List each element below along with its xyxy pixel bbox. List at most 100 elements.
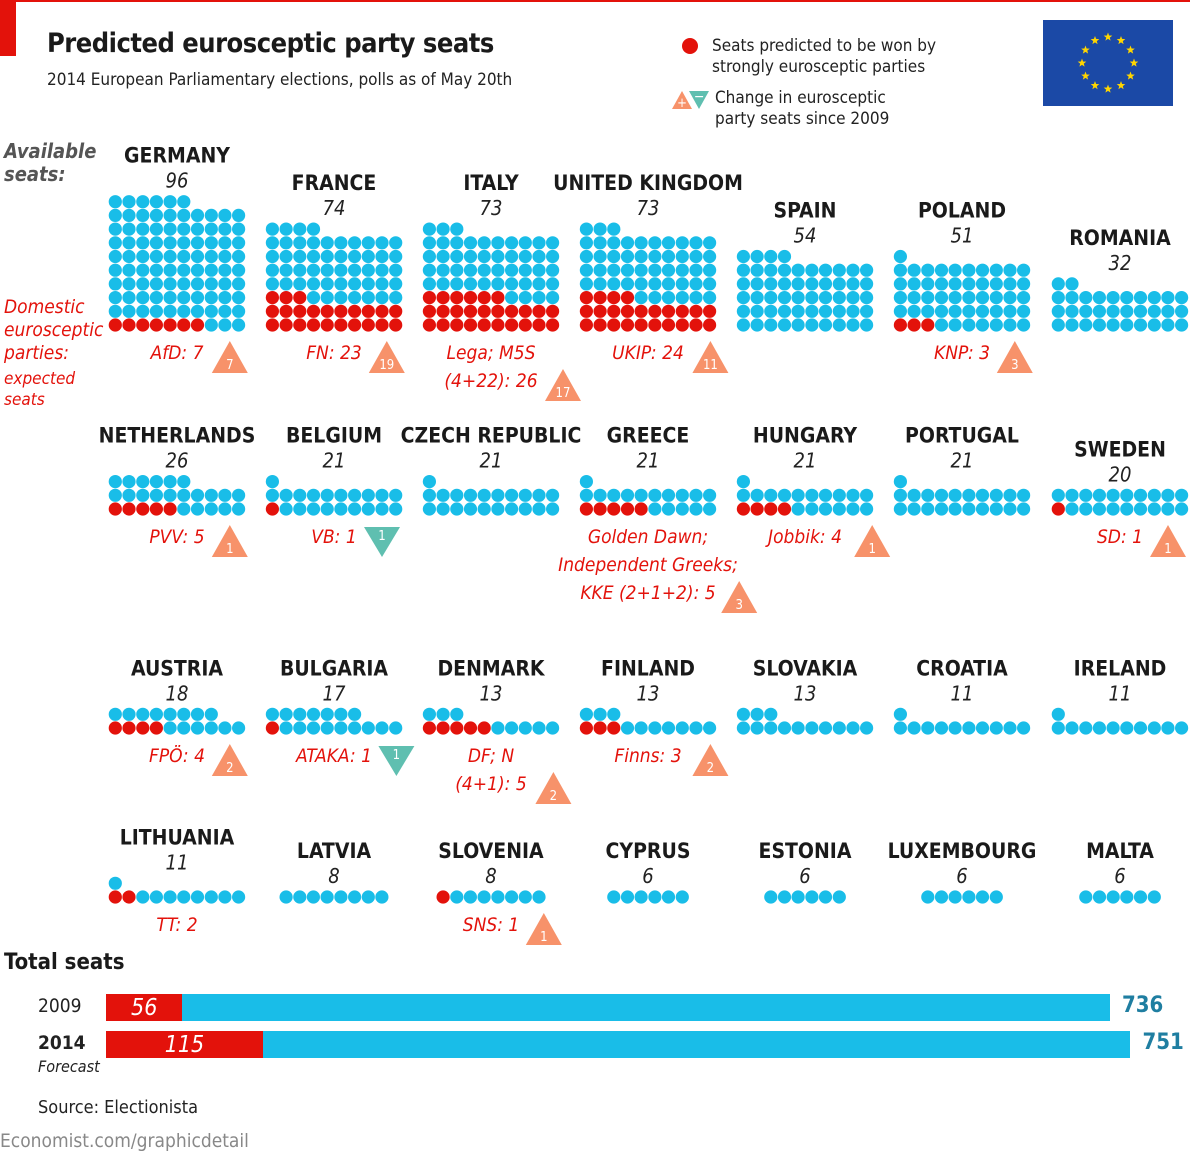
seat-dot: [579, 277, 594, 291]
seat-dot: [1092, 291, 1106, 305]
seat-dot: [893, 502, 908, 516]
seat-dot-eurosceptic: [436, 890, 450, 904]
seat-dot: [136, 222, 150, 236]
increase-triangle-icon: [692, 341, 729, 373]
seat-dot-eurosceptic: [265, 304, 279, 318]
seat-dot: [777, 291, 792, 305]
seat-dot: [634, 488, 648, 502]
seat-dot: [962, 890, 976, 904]
seat-dot-eurosceptic: [675, 304, 689, 318]
seat-dot-eurosceptic: [334, 318, 348, 332]
seat-dot: [177, 263, 191, 277]
seat-dot: [832, 304, 846, 318]
seat-dot: [375, 502, 389, 516]
seat-dot: [293, 249, 307, 264]
country-name: GREECE: [607, 424, 690, 448]
seat-dot: [190, 249, 205, 264]
seat-dot: [422, 502, 436, 516]
seat-dot: [218, 318, 232, 332]
seat-dot: [375, 721, 389, 735]
seat-dot: [1051, 304, 1065, 318]
eu-star: [1081, 71, 1090, 80]
seat-count: 21: [794, 449, 817, 473]
seat-dot: [1175, 721, 1189, 735]
seat-dot: [389, 488, 403, 502]
seat-dot: [1106, 502, 1120, 516]
seat-dot: [163, 291, 177, 305]
seat-dot-eurosceptic: [532, 304, 546, 318]
seat-dot: [893, 277, 908, 291]
seat-dot: [149, 208, 163, 222]
seat-dot: [791, 721, 805, 735]
change-value: 7: [226, 358, 233, 373]
seat-dot-eurosceptic: [477, 291, 491, 305]
seat-dot: [907, 488, 921, 502]
seat-dot: [907, 502, 921, 516]
seat-dot: [505, 236, 519, 250]
seat-dot-eurosceptic: [108, 721, 122, 735]
seat-dot: [177, 195, 191, 209]
expected-line2: seats: [4, 390, 45, 410]
seat-dot-eurosceptic: [265, 318, 279, 332]
seat-dot-eurosceptic: [689, 304, 703, 318]
seat-dot: [218, 277, 232, 291]
seat-dot: [791, 277, 805, 291]
seat-dot: [136, 208, 150, 222]
seat-dot: [764, 318, 778, 332]
increase-triangle-icon: [692, 744, 729, 776]
change-value: 19: [379, 358, 394, 373]
seat-dot: [232, 208, 246, 222]
change-value: 3: [735, 598, 742, 613]
seat-dot: [648, 277, 662, 291]
seat-dot: [422, 222, 436, 236]
seat-dot-eurosceptic: [579, 502, 594, 516]
seat-dot: [348, 488, 362, 502]
seat-dot: [791, 318, 805, 332]
country-name: FRANCE: [292, 171, 377, 195]
eu-star: [1077, 58, 1087, 67]
change-value: 3: [1011, 358, 1018, 373]
seat-dot: [1017, 263, 1031, 277]
seat-dot: [463, 502, 478, 516]
increase-triangle-icon: [545, 369, 581, 401]
seat-dot: [265, 263, 279, 277]
seat-dot-eurosceptic: [375, 304, 389, 318]
seat-dot-eurosceptic: [463, 304, 478, 318]
seat-dot: [962, 488, 976, 502]
seat-dot-eurosceptic: [436, 304, 450, 318]
seat-dot: [1079, 890, 1093, 904]
seat-dot: [689, 291, 703, 305]
seat-dot-eurosceptic: [348, 304, 362, 318]
legend-text-line1: Seats predicted to be won by: [712, 36, 937, 56]
seat-dot: [791, 488, 805, 502]
seat-dot: [293, 707, 307, 721]
seat-dot: [1092, 890, 1107, 904]
seat-dot: [948, 304, 962, 318]
seat-dot: [477, 488, 491, 502]
seat-dot: [375, 236, 389, 250]
seat-dot-eurosceptic: [907, 318, 921, 332]
seat-dot: [532, 249, 546, 264]
country-name: ROMANIA: [1069, 226, 1171, 250]
seat-dot: [1175, 502, 1189, 516]
seat-dot: [989, 721, 1003, 735]
seat-dot-eurosceptic: [689, 318, 703, 332]
seat-dot: [860, 502, 874, 516]
seat-dot: [1065, 502, 1079, 516]
seat-dot: [422, 475, 436, 489]
seat-dot: [675, 721, 689, 735]
legend-text-line2: strongly eurosceptic parties: [712, 57, 926, 77]
seat-dot: [893, 707, 908, 721]
seat-dot: [279, 222, 293, 236]
seat-dot: [505, 291, 519, 305]
increase-triangle-icon: [535, 772, 572, 804]
party-label: VB: 1: [311, 526, 356, 548]
increase-triangle-icon: [211, 341, 248, 373]
seat-dot: [232, 721, 246, 735]
seat-dot: [177, 208, 191, 222]
seat-dot: [1133, 502, 1148, 516]
country-name: SWEDEN: [1074, 437, 1166, 461]
